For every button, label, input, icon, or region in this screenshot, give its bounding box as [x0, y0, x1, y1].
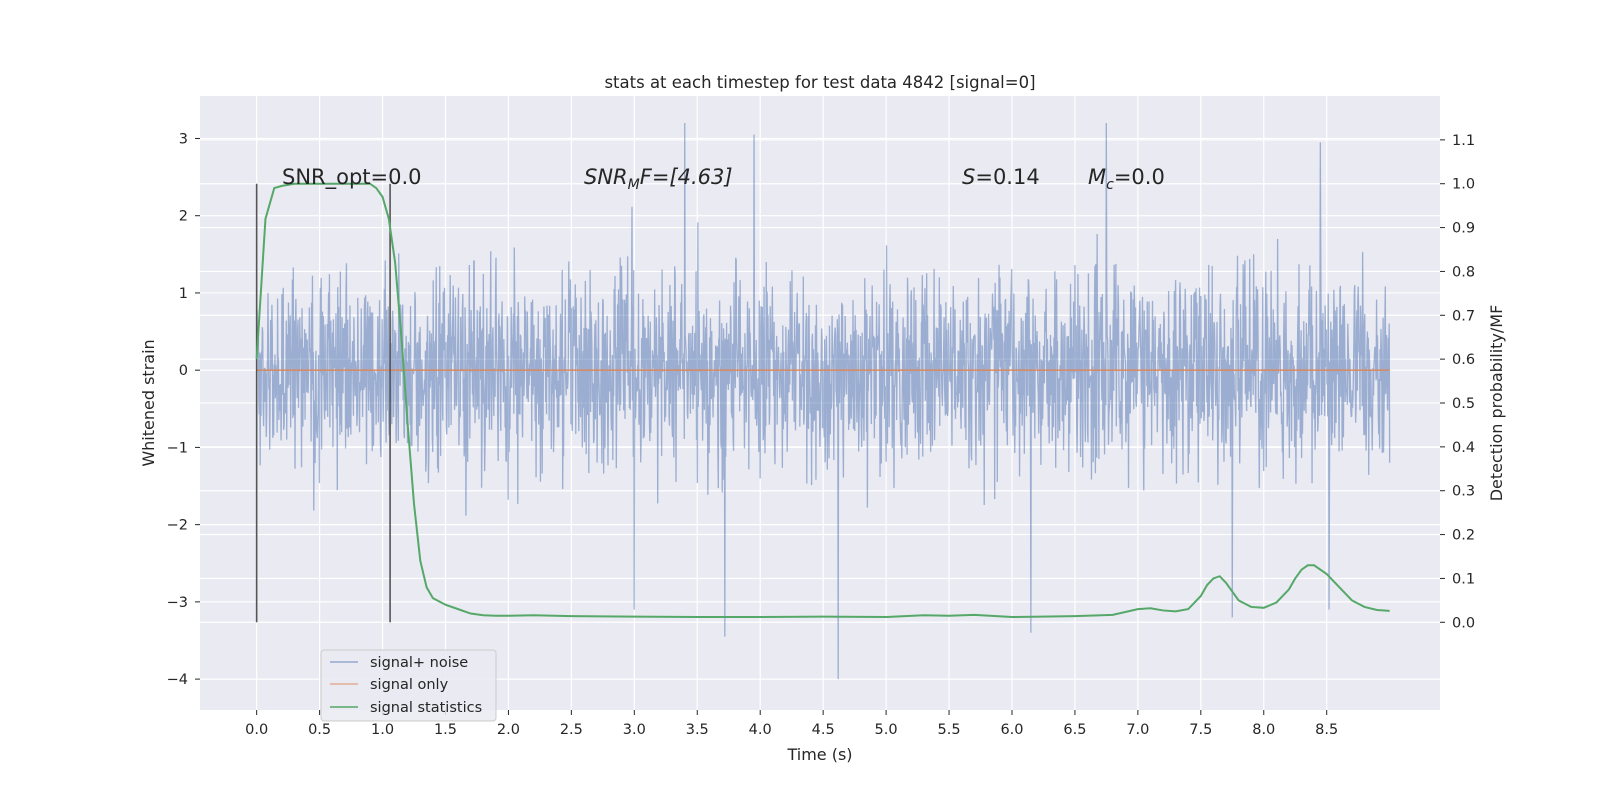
annotation-snr-mf-subscript: M: [628, 177, 640, 193]
x-tick-label: 4.0: [749, 722, 772, 738]
annotation-s-symbol: S: [962, 165, 975, 189]
x-tick-label: 7.5: [1189, 722, 1212, 738]
annotation-snr-mf-value: F=[4.63]: [640, 165, 733, 189]
noise-trace: [256, 123, 1391, 680]
y-right-tick-label: 0.9: [1452, 221, 1475, 237]
annotation-s-value: =0.14: [975, 165, 1039, 189]
y-tick-label: −1: [167, 440, 188, 456]
x-tick-label: 0.5: [308, 722, 331, 738]
series-signal-noise: [256, 123, 1391, 680]
signal-statistics-trace: [255, 182, 1390, 619]
legend: signal+ noise signal only signal statist…: [320, 649, 497, 722]
annotation-snr-opt: SNR_opt=0.0: [282, 165, 422, 190]
x-tick-label: 2.0: [497, 722, 520, 738]
legend-label-signal-only: signal only: [370, 677, 449, 693]
x-axis-label: Time (s): [786, 745, 852, 764]
y-tick-label: −2: [167, 518, 188, 534]
y-right-tick-label: 0.7: [1452, 308, 1475, 324]
x-tick-label: 6.5: [1063, 722, 1086, 738]
y-right-tick-label: 0.5: [1452, 396, 1475, 412]
y-right-tick-label: 0.4: [1452, 440, 1475, 456]
x-tick-label: 2.5: [560, 722, 583, 738]
y-tick-label: 2: [179, 209, 188, 225]
y-axis-right-ticks: 1.1 1.0 0.9 0.8 0.7 0.6 0.5 0.4 0.3 0.2 0.1 0.0: [1440, 133, 1475, 631]
y-axis-label: Whitened strain: [139, 339, 158, 466]
y-right-tick-label: 0.6: [1452, 352, 1475, 368]
annotation-mc: Mc=0.0: [1088, 165, 1165, 193]
y-tick-label: −4: [167, 672, 188, 688]
x-tick-label: 1.5: [434, 722, 457, 738]
y-right-tick-label: 0.0: [1452, 615, 1475, 631]
y-axis-right-label: Detection probability/MF: [1487, 305, 1506, 502]
x-tick-label: 1.0: [371, 722, 394, 738]
x-tick-label: 5.5: [938, 722, 961, 738]
legend-label-signal-statistics: signal statistics: [370, 700, 482, 716]
y-right-tick-label: 1.0: [1452, 177, 1475, 193]
y-right-tick-label: 0.8: [1452, 264, 1475, 280]
y-right-tick-label: 1.1: [1452, 133, 1475, 149]
y-tick-label: −3: [167, 595, 188, 611]
chart-title: stats at each timestep for test data 484…: [604, 73, 1035, 92]
x-tick-label: 5.0: [875, 722, 898, 738]
annotation-snr-mf: SNRMF=[4.63]: [584, 165, 733, 193]
x-tick-label: 0.0: [245, 722, 268, 738]
legend-label-signal-noise: signal+ noise: [370, 655, 468, 671]
y-right-tick-label: 0.2: [1452, 528, 1475, 544]
y-tick-label: 0: [179, 363, 188, 379]
legend-box: [320, 649, 497, 722]
x-tick-label: 3.5: [686, 722, 709, 738]
annotation-s: S=0.14: [962, 165, 1040, 189]
x-tick-label: 4.5: [812, 722, 835, 738]
annotation-mc-subscript: c: [1106, 177, 1114, 193]
annotation-mc-symbol: M: [1088, 165, 1106, 189]
x-tick-label: 6.0: [1000, 722, 1023, 738]
x-tick-label: 8.0: [1252, 722, 1275, 738]
y-tick-label: 3: [179, 131, 188, 147]
x-axis-ticks: 0.0 0.5 1.0 1.5 2.0 2.5 3.0 3.5 4.0 4.5 5.0 5.5 6.0 6…: [245, 710, 1338, 738]
y-tick-label: 1: [179, 286, 188, 302]
x-tick-label: 8.5: [1315, 722, 1338, 738]
event-markers: [255, 183, 391, 623]
x-tick-label: 7.0: [1126, 722, 1149, 738]
y-axis-ticks: 3 2 1 0 −1 −2 −3 −4: [167, 131, 200, 688]
series-signal-statistics: [255, 182, 1390, 619]
annotation-snr-mf-symbol: SNR: [584, 165, 628, 189]
y-right-tick-label: 0.3: [1452, 484, 1475, 500]
x-tick-label: 3.0: [623, 722, 646, 738]
annotation-mc-value: =0.0: [1114, 165, 1165, 189]
y-right-tick-label: 0.1: [1452, 571, 1475, 587]
